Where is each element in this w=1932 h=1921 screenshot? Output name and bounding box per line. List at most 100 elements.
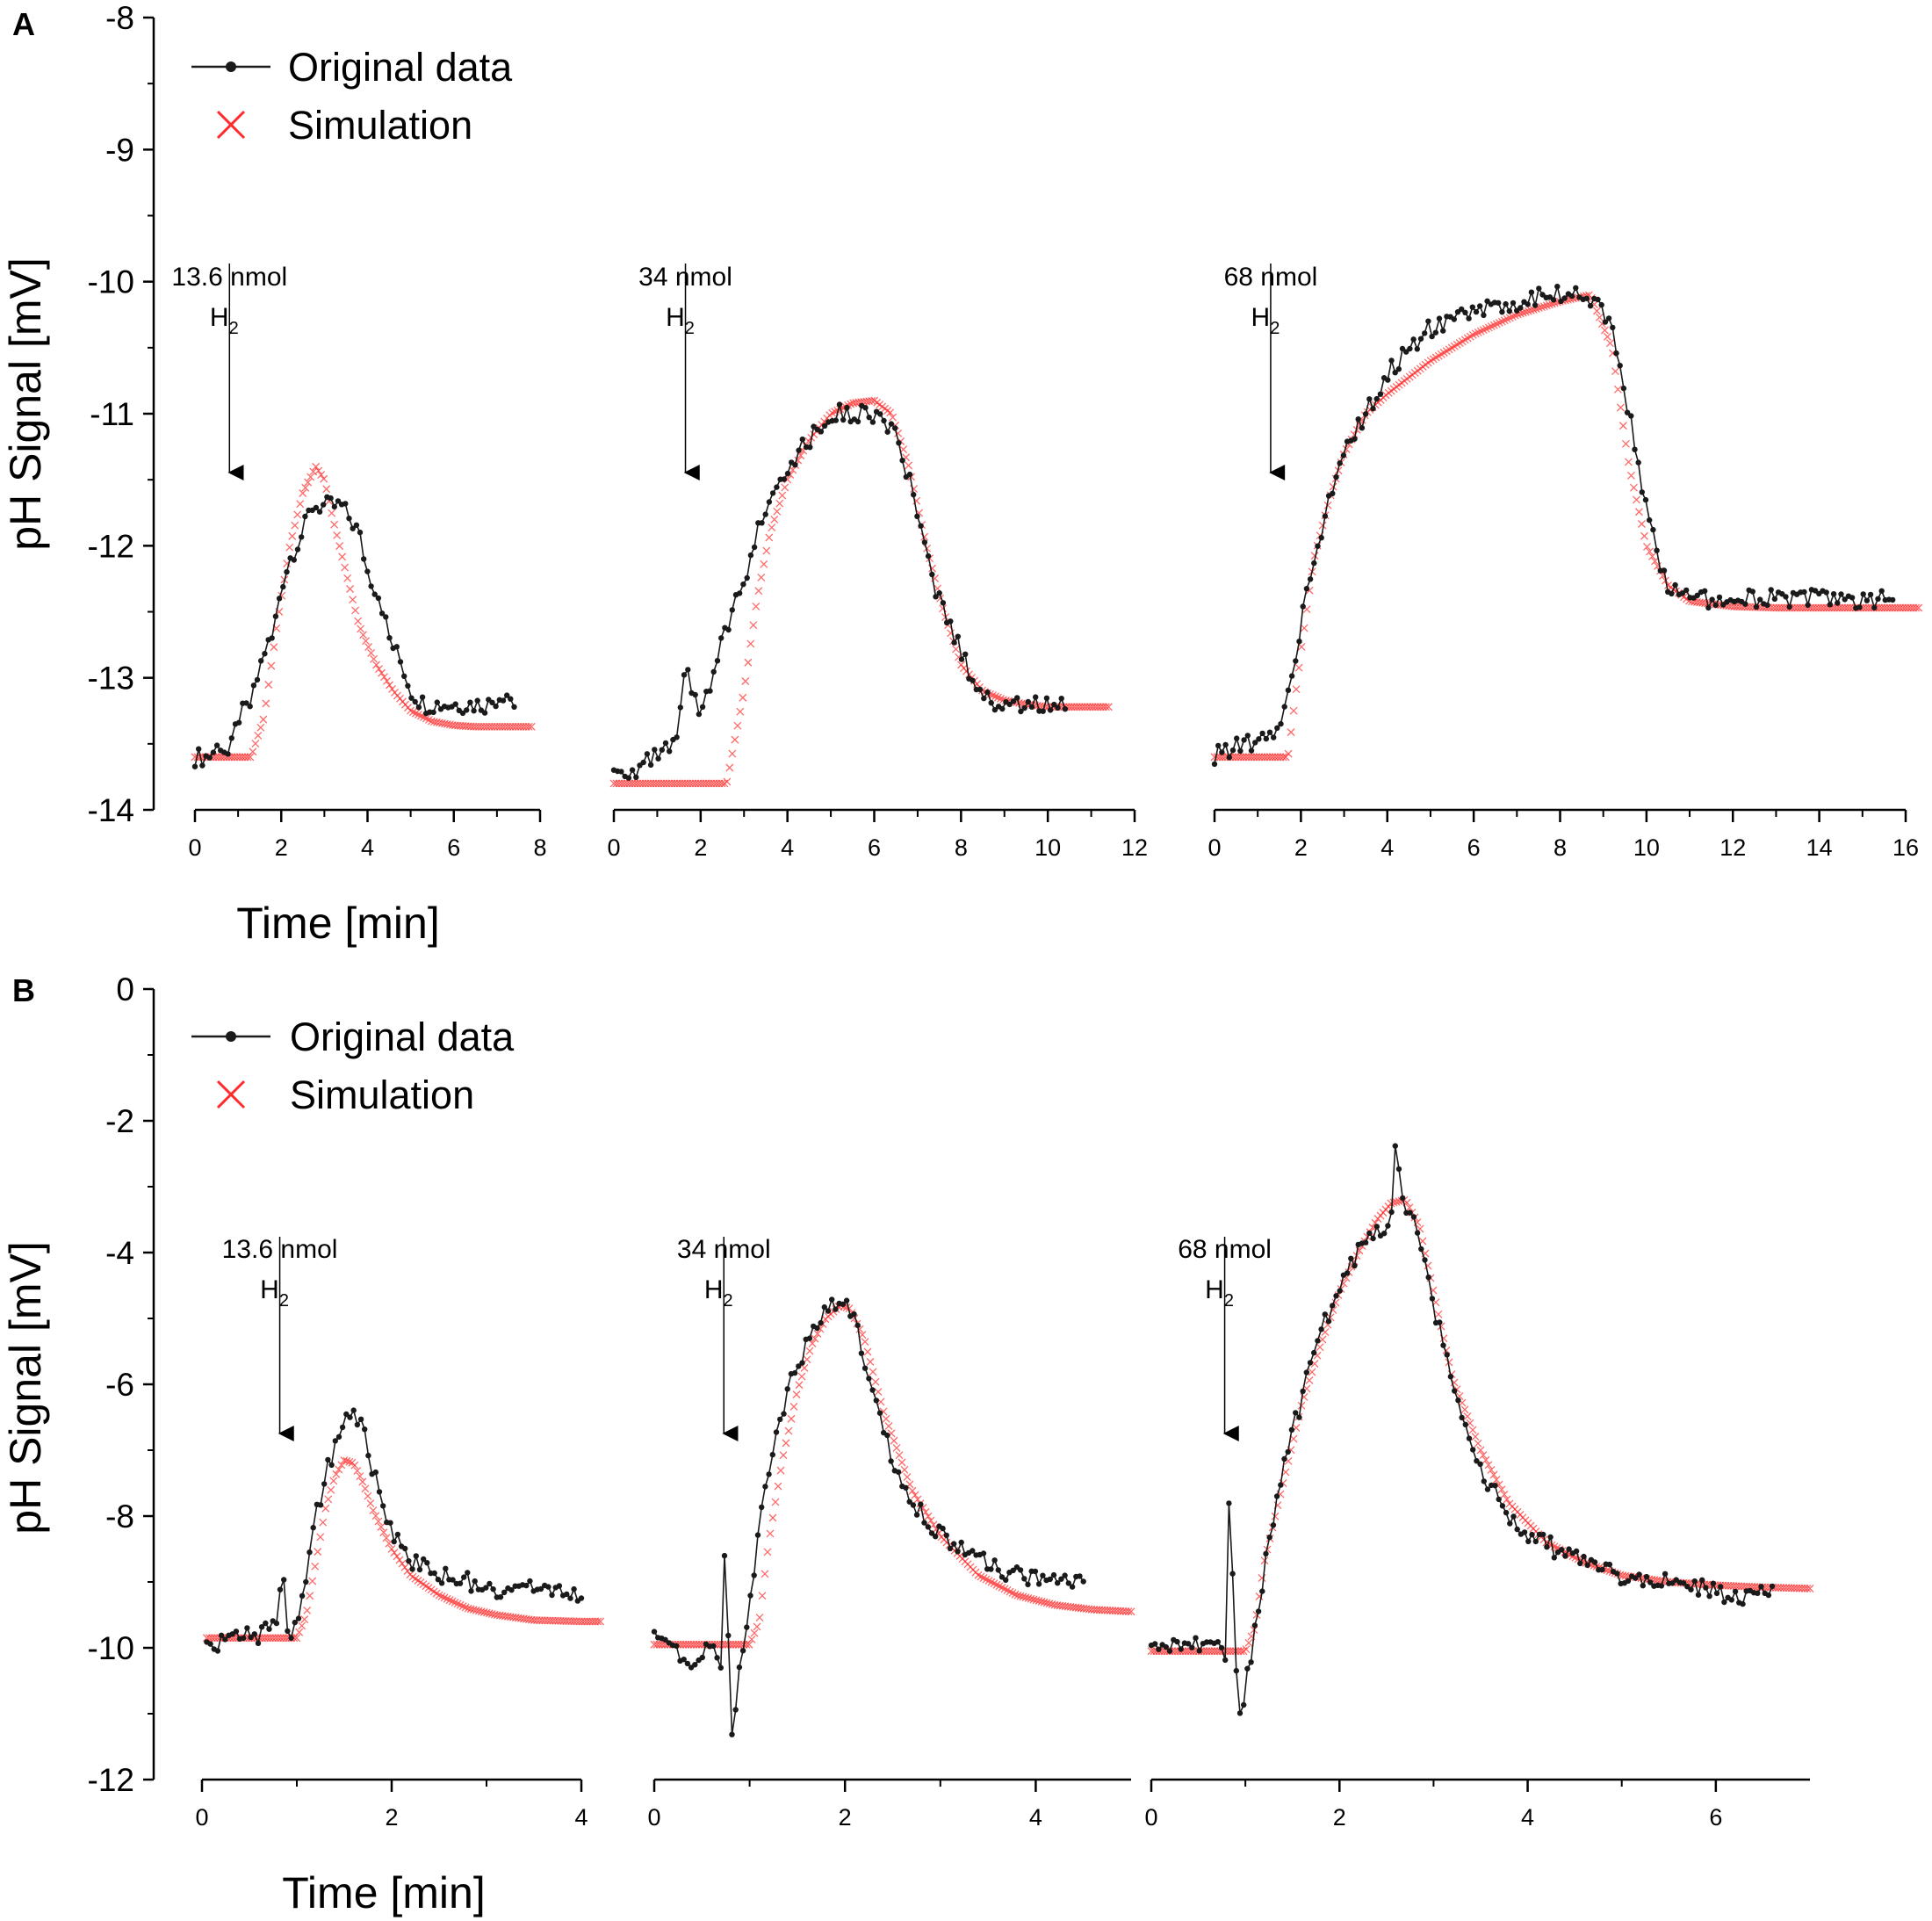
simulation-marker: [1127, 1607, 1135, 1616]
original-data-point: [1669, 590, 1675, 597]
original-data-point: [881, 417, 887, 424]
original-data-point: [321, 502, 327, 508]
simulation-marker: [1387, 1199, 1395, 1208]
original-data-point: [1639, 489, 1646, 495]
original-data-point: [1605, 315, 1612, 321]
original-data-point: [1771, 596, 1778, 603]
original-data-point: [1654, 547, 1660, 553]
original-data-point: [854, 418, 861, 425]
original-data-point: [1418, 1246, 1424, 1253]
original-data-point: [1256, 736, 1262, 742]
simulation-marker: [757, 574, 766, 581]
original-data-point: [1517, 305, 1524, 311]
original-data-point: [721, 1552, 728, 1559]
original-data-point: [467, 699, 473, 705]
original-data-point: [781, 1411, 787, 1417]
original-data-point: [1189, 1644, 1195, 1650]
original-data-point: [1642, 496, 1649, 503]
simulation-marker: [775, 499, 784, 508]
original-data-point: [1462, 1421, 1469, 1428]
simulation-marker: [1011, 1590, 1020, 1599]
original-data-point: [1395, 1166, 1402, 1173]
original-data-point: [276, 596, 283, 602]
original-data-point: [288, 1635, 294, 1642]
original-data-point: [372, 1469, 378, 1476]
original-data-point: [928, 1530, 935, 1536]
y-tick-label: -8: [105, 1499, 134, 1535]
original-data-point: [248, 1634, 254, 1641]
original-data-point: [1040, 708, 1046, 714]
original-data-point: [346, 516, 352, 522]
simulation-marker: [1912, 603, 1921, 612]
original-data-point: [980, 1550, 987, 1556]
panel-a-xlabel: Time [min]: [236, 899, 440, 948]
original-data-point: [1248, 1659, 1254, 1665]
simulation-marker: [330, 520, 339, 529]
simulation-marker: [314, 1548, 322, 1556]
simulation-marker: [357, 625, 365, 633]
panel-b-yaxis: 0 -2 -4 -6 -8 -10 -12: [88, 971, 155, 1798]
original-data-point: [472, 1578, 478, 1585]
simulation-marker: [733, 721, 742, 730]
original-data-point: [1506, 308, 1513, 314]
simulation-marker: [763, 1548, 772, 1556]
original-data-point: [1595, 296, 1601, 303]
x-tick-label: 10: [1034, 834, 1061, 861]
simulation-marker: [456, 1600, 465, 1609]
original-data-point: [896, 440, 902, 446]
simulation-marker: [755, 1614, 764, 1621]
original-data-point: [1481, 312, 1487, 318]
simulation-series: [1210, 291, 1923, 762]
simulation-marker: [377, 1522, 386, 1531]
simulation-marker: [369, 1506, 378, 1515]
x-tick-label: 4: [1521, 1804, 1534, 1831]
original-data-point: [578, 1595, 585, 1601]
original-data-point: [1591, 1559, 1598, 1565]
original-data-point: [299, 534, 305, 540]
original-data-point: [1348, 1255, 1354, 1262]
simulation-marker: [1316, 1343, 1324, 1352]
simulation-marker: [596, 1617, 605, 1626]
original-data-point: [1425, 318, 1431, 324]
original-data-point: [1244, 733, 1251, 739]
original-data-point: [383, 614, 389, 620]
x-tick-label: 12: [1719, 834, 1746, 861]
original-data-point: [818, 1319, 824, 1326]
original-data-point: [784, 470, 791, 477]
simulation-marker: [293, 510, 302, 519]
original-data-point: [291, 557, 297, 563]
simulation-marker: [750, 1629, 759, 1637]
original-data-point: [1174, 1638, 1180, 1645]
original-data-point: [1447, 1374, 1454, 1380]
original-data-point: [925, 1524, 932, 1530]
original-data-point: [1303, 586, 1310, 592]
original-data-point: [999, 705, 1006, 712]
original-data-point: [869, 1387, 876, 1393]
x-tick-label: 8: [955, 834, 968, 861]
original-data-point: [1226, 1500, 1232, 1506]
simulation-marker: [328, 509, 336, 517]
original-data-point: [1521, 1529, 1528, 1535]
original-data-point: [747, 1592, 753, 1599]
simulation-marker: [453, 1600, 462, 1608]
original-data-point: [1432, 329, 1439, 336]
original-data-point: [744, 574, 750, 581]
simulation-marker: [445, 1596, 454, 1605]
original-data-point: [933, 594, 939, 600]
simulation-marker: [1101, 703, 1110, 711]
original-data-point: [1226, 755, 1233, 761]
original-series: [1211, 284, 1896, 768]
legend-dot-original: [226, 61, 236, 72]
x-tick-label: 4: [781, 834, 794, 861]
original-data-point: [402, 1545, 408, 1552]
original-data-point: [1370, 1235, 1376, 1242]
original-data-point: [854, 1322, 861, 1329]
original-data-point: [386, 635, 393, 641]
simulation-marker: [288, 531, 297, 540]
legend-cross-simulation: [216, 1080, 246, 1109]
simulation-marker: [249, 747, 257, 756]
original-data-point: [1370, 406, 1376, 412]
original-data-point: [958, 656, 965, 662]
